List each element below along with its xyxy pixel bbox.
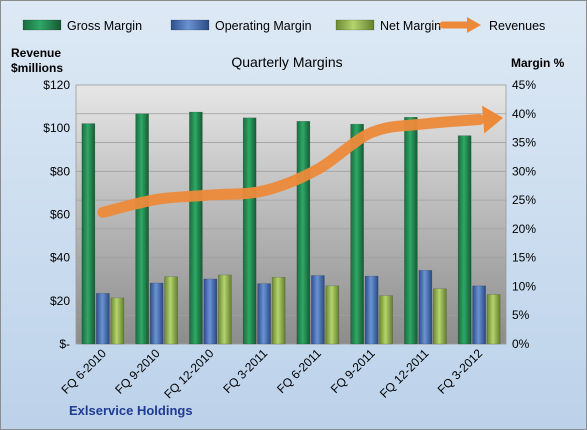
left-tick-label: $60 xyxy=(50,208,70,222)
operating-margin-bar xyxy=(418,270,433,345)
net-margin-bar xyxy=(164,276,178,345)
category-label: FQ 3-2012 xyxy=(435,346,486,397)
right-tick-label: 5% xyxy=(512,308,530,322)
right-tick-label: 20% xyxy=(512,222,536,236)
legend: Gross Margin Operating Margin Net Margin Re… xyxy=(22,17,545,33)
net-margin-bar xyxy=(110,297,125,345)
category-label: FQ 3-2011 xyxy=(220,346,270,396)
category-label: FQ 12-2010 xyxy=(161,346,216,401)
gross-margin-bar xyxy=(135,113,149,345)
revenues-arrowhead xyxy=(482,105,504,134)
net-margin-bar xyxy=(486,294,501,345)
legend-gross-margin-swatch xyxy=(22,19,62,31)
gross-margin-bar xyxy=(189,111,203,345)
left-axis-title: Revenue $millions xyxy=(11,46,64,75)
revenue-line xyxy=(97,105,504,218)
chart-title: Quarterly Margins xyxy=(231,54,342,70)
left-tick-label: $20 xyxy=(50,294,70,308)
category-label: FQ 6-2011 xyxy=(274,346,324,396)
left-tick-label: $80 xyxy=(50,164,70,178)
category-label: FQ 9-2010 xyxy=(112,346,163,397)
operating-margin-bar xyxy=(149,282,164,345)
net-margin-bar xyxy=(271,276,286,345)
operating-margin-bar xyxy=(311,275,325,345)
right-tick-label: 40% xyxy=(512,107,536,121)
legend-revenues-label: Revenues xyxy=(489,19,545,33)
legend-gross-margin-label: Gross Margin xyxy=(67,19,142,33)
right-tick-label: 35% xyxy=(512,136,536,150)
legend-net-margin-label: Net Margin xyxy=(380,19,441,33)
left-tick-label: $120 xyxy=(43,78,70,92)
operating-margin-bar xyxy=(203,278,218,345)
net-margin-bar xyxy=(433,288,447,345)
right-tick-label: 30% xyxy=(512,164,536,178)
right-tick-label: 25% xyxy=(512,193,536,207)
operating-margin-bar xyxy=(472,285,486,345)
right-axis-title: Margin % xyxy=(511,56,565,70)
footer-company-name: Exlservice Holdings xyxy=(69,403,193,418)
operating-margin-bar xyxy=(257,283,271,345)
gross-margin-bar xyxy=(404,116,418,345)
gross-margin-bar xyxy=(350,123,364,345)
net-margin-bar xyxy=(325,285,340,345)
right-tick-label: 10% xyxy=(512,279,536,293)
gross-margin-bar xyxy=(242,117,257,345)
legend-operating-margin-swatch xyxy=(170,19,210,31)
gross-margin-bar xyxy=(296,121,311,345)
left-tick-label: $- xyxy=(59,337,70,351)
right-tick-label: 0% xyxy=(512,337,530,351)
revenues-line xyxy=(97,114,485,218)
net-margin-bar xyxy=(218,274,232,345)
operating-margin-bar xyxy=(96,293,110,345)
left-tick-label: $40 xyxy=(50,251,70,265)
right-tick-label: 45% xyxy=(512,78,536,92)
legend-net-margin-swatch xyxy=(335,19,375,31)
category-label: FQ 6-2010 xyxy=(59,346,110,397)
legend-revenues-arrowhead xyxy=(467,17,481,33)
net-margin-bar xyxy=(379,295,393,345)
legend-operating-margin-label: Operating Margin xyxy=(215,19,312,33)
category-label: FQ 12-2011 xyxy=(377,346,432,401)
right-tick-label: 15% xyxy=(512,251,536,265)
bars xyxy=(81,111,501,345)
gross-margin-bar xyxy=(81,123,96,345)
category-label: FQ 9-2011 xyxy=(328,346,378,396)
gross-margin-bar xyxy=(457,135,472,345)
operating-margin-bar xyxy=(364,275,379,345)
left-tick-label: $100 xyxy=(43,121,70,135)
